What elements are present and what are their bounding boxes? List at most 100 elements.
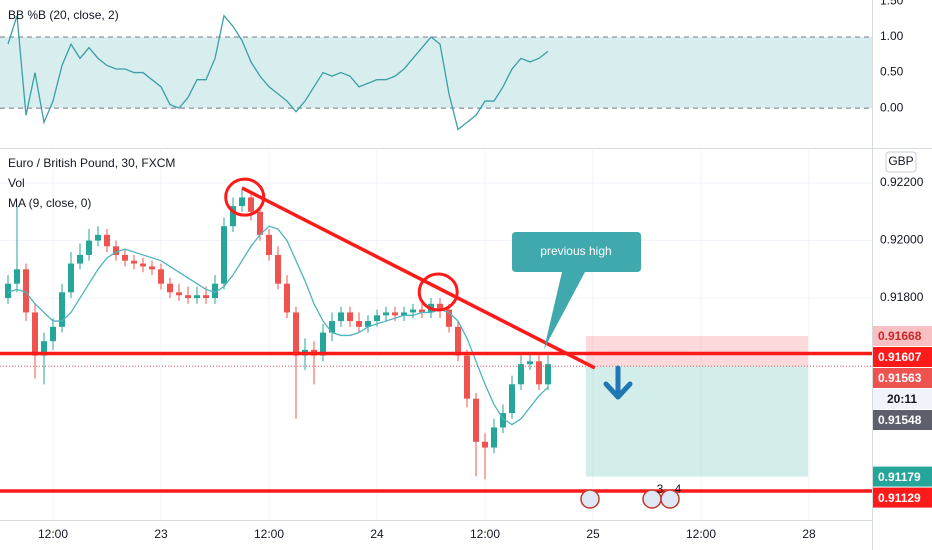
price-tag bbox=[873, 389, 932, 410]
candle-body bbox=[122, 254, 129, 261]
candle-body bbox=[464, 355, 471, 399]
x-tick-label: 12:00 bbox=[38, 527, 68, 541]
candle-body bbox=[518, 364, 525, 385]
candle-body bbox=[140, 263, 147, 267]
price-tag-label: 0.91668 bbox=[878, 329, 922, 343]
candle-body bbox=[392, 312, 399, 316]
candle-body bbox=[194, 295, 201, 299]
event-icon bbox=[580, 489, 600, 509]
indicator-line bbox=[7, 14, 549, 131]
candle-body bbox=[410, 309, 417, 313]
candle-body bbox=[383, 312, 390, 316]
x-tick-label: 12:00 bbox=[254, 527, 284, 541]
candle-body bbox=[95, 234, 102, 241]
price-tag bbox=[873, 347, 932, 368]
event-icon bbox=[660, 489, 680, 509]
candle-body bbox=[320, 332, 327, 356]
event-badge: 4 bbox=[675, 482, 682, 496]
x-tick-label: 23 bbox=[154, 527, 168, 541]
target-zone bbox=[585, 366, 809, 477]
candle-body bbox=[500, 413, 507, 428]
candle-body bbox=[23, 269, 30, 313]
candle-body bbox=[356, 321, 363, 327]
stop-zone bbox=[585, 336, 809, 367]
candle-body bbox=[77, 254, 84, 264]
candle-body bbox=[473, 398, 480, 442]
candle-body bbox=[185, 295, 192, 299]
currency-box[interactable] bbox=[885, 151, 917, 173]
currency: GBP bbox=[888, 154, 913, 168]
x-tick-label: 12:00 bbox=[686, 527, 716, 541]
candle-body bbox=[329, 321, 336, 333]
indicator-label: MA (9, close, 0) bbox=[8, 196, 91, 210]
candle-body bbox=[239, 197, 246, 207]
x-tick-label: 12:00 bbox=[470, 527, 500, 541]
candle-body bbox=[59, 292, 66, 327]
chart-title: Euro / British Pound, 30, FXCM bbox=[8, 156, 175, 170]
candle-body bbox=[437, 303, 444, 310]
y-tick-label: 0.92000 bbox=[880, 233, 924, 247]
highlight-circle bbox=[417, 272, 459, 312]
price-tag bbox=[873, 326, 932, 347]
candle-body bbox=[257, 211, 264, 235]
candle-body bbox=[491, 427, 498, 448]
candle-body bbox=[149, 266, 156, 270]
candle-body bbox=[365, 321, 372, 327]
candle-body bbox=[212, 283, 219, 299]
event-badge: 3 bbox=[657, 482, 664, 496]
candle-body bbox=[284, 283, 291, 313]
candle-body bbox=[203, 295, 210, 299]
candle-body bbox=[176, 292, 183, 296]
y-tick-label: 0.00 bbox=[880, 100, 904, 114]
candle-body bbox=[293, 312, 300, 356]
candle-body bbox=[32, 312, 39, 356]
price-tag bbox=[873, 487, 932, 508]
candle-body bbox=[230, 206, 237, 227]
candle-body bbox=[482, 441, 489, 448]
candle-body bbox=[248, 197, 255, 212]
callout-box bbox=[512, 232, 641, 349]
y-tick-label: 0.50 bbox=[880, 65, 904, 79]
x-tick-label: 24 bbox=[370, 527, 384, 541]
candle-body bbox=[527, 361, 534, 365]
candle-body bbox=[275, 254, 282, 284]
candle-body bbox=[419, 309, 426, 313]
candle-body bbox=[131, 260, 138, 264]
candle-body bbox=[158, 269, 165, 284]
x-tick-label: 25 bbox=[586, 527, 600, 541]
price-tag-label: 0.91129 bbox=[878, 491, 921, 505]
candle-body bbox=[266, 234, 273, 255]
candle-body bbox=[401, 312, 408, 316]
price-tag-label: 0.91548 bbox=[878, 413, 922, 427]
y-tick-label: 0.91800 bbox=[880, 290, 924, 304]
price-tag bbox=[873, 368, 932, 389]
indicator-title: BB %B (20, close, 2) bbox=[8, 8, 119, 22]
price-tag bbox=[873, 410, 932, 431]
y-tick-label: 1.50 bbox=[880, 0, 904, 8]
candle-body bbox=[104, 234, 111, 247]
price-tag-label: 0.91563 bbox=[878, 371, 922, 385]
candle-body bbox=[86, 240, 93, 255]
candle-body bbox=[545, 364, 552, 385]
candle-body bbox=[455, 326, 462, 356]
y-tick-label: 0.92200 bbox=[880, 175, 924, 189]
indicator-label: Vol bbox=[8, 176, 25, 190]
candle-body bbox=[338, 312, 345, 322]
trend-line bbox=[241, 186, 596, 370]
moving-average bbox=[7, 225, 549, 426]
price-tag-label: 0.91179 bbox=[878, 470, 921, 484]
candle-body bbox=[5, 283, 12, 299]
price-tag-label: 20:11 bbox=[887, 392, 917, 406]
candle-body bbox=[167, 283, 174, 293]
down-arrow bbox=[603, 365, 633, 400]
callout-text: previous high bbox=[540, 244, 611, 258]
candle-body bbox=[113, 246, 120, 255]
y-tick-label: 1.00 bbox=[880, 29, 904, 43]
candle-body bbox=[50, 326, 57, 342]
price-tag-label: 0.91607 bbox=[878, 350, 922, 364]
candle-body bbox=[41, 341, 48, 356]
candle-body bbox=[14, 269, 21, 284]
band-fill bbox=[0, 37, 872, 109]
